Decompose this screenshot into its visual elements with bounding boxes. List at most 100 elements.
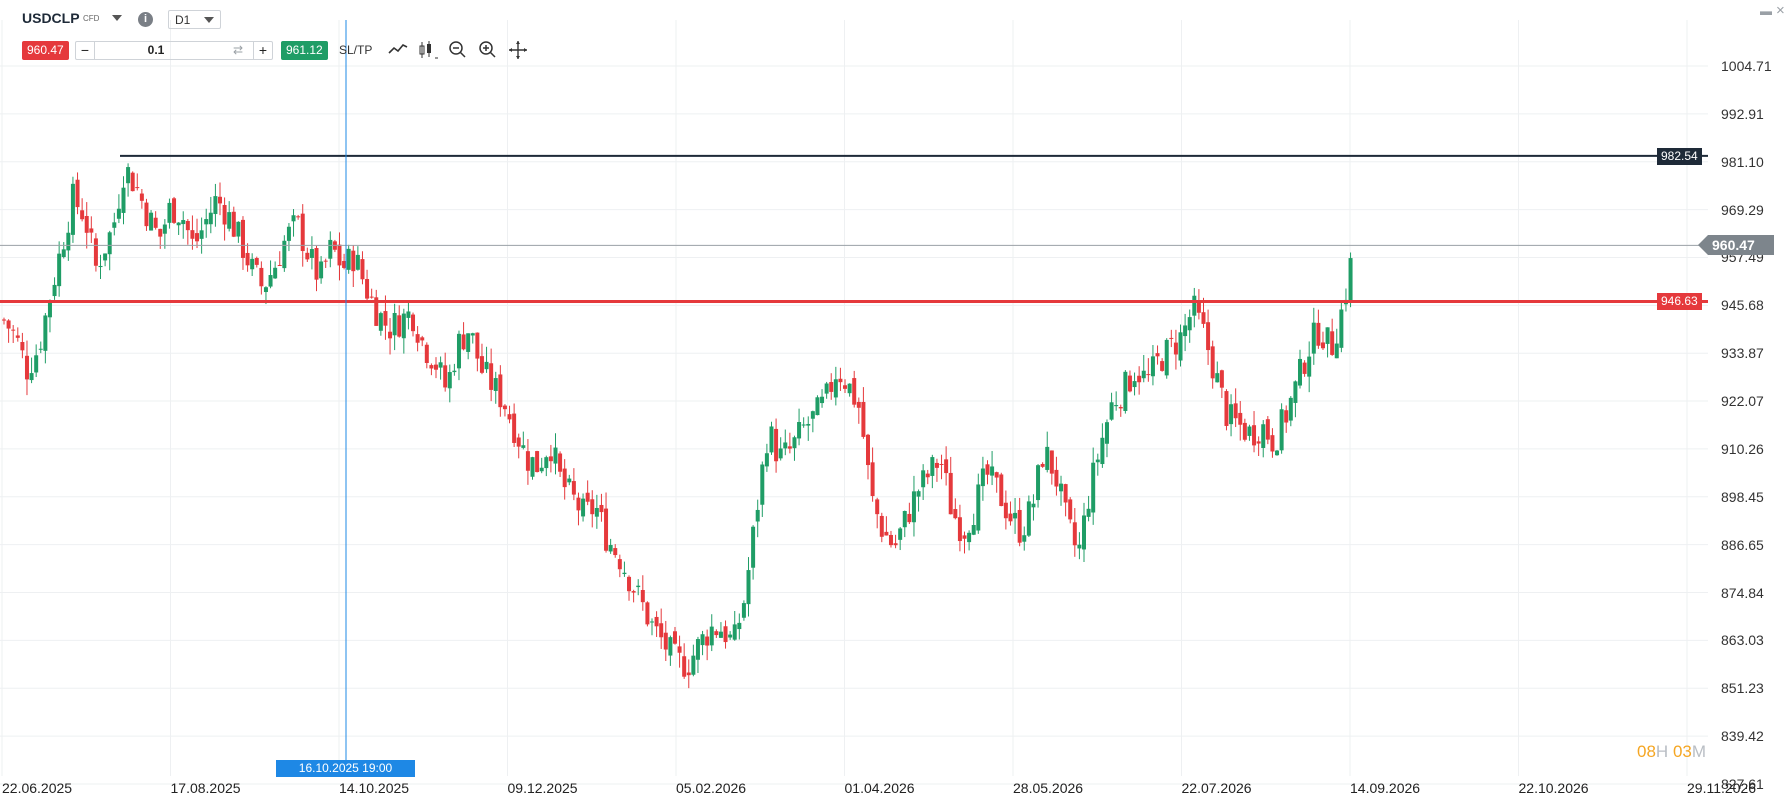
decrease-quantity-button[interactable]: − [76,42,95,59]
price-axis-label: 898.45 [1721,488,1764,505]
sltp-button[interactable]: SL/TP [339,43,373,57]
candle-bearish [365,279,370,299]
timer-hours: 08 [1637,742,1656,761]
candle-bullish [1095,459,1100,463]
crosshair-move-icon[interactable] [506,38,530,62]
candle-bullish [544,457,549,469]
close-icon[interactable]: × [1776,2,1785,19]
candle-bearish [383,311,388,326]
candle-bullish [57,253,62,287]
candle-bullish [176,222,181,226]
candle-bullish [930,457,935,476]
candle-bearish [240,219,245,258]
candle-bullish [1187,317,1192,331]
candle-bullish [1275,450,1280,456]
candle-bullish [107,232,112,255]
candle-bullish [732,624,737,640]
zoom-out-icon[interactable] [446,38,470,62]
candle-bullish [70,183,75,235]
minimize-icon[interactable]: ▬ [1760,4,1772,18]
candle-bearish [645,602,650,625]
candle-bearish [1127,375,1132,392]
candle-bearish [337,244,342,266]
candle-bullish [208,212,213,225]
candle-bearish [944,459,949,474]
candle-bearish [604,508,609,551]
candle-bullish [1293,381,1298,403]
symbol-name[interactable]: USDCLP [22,10,80,26]
price-axis-label: 886.65 [1721,536,1764,553]
candle-bullish [916,491,921,497]
candle-bearish [663,632,668,650]
price-axis-label: 839.42 [1721,728,1764,745]
time-axis-label: 22.10.2026 [1518,780,1589,796]
candle-bearish [1173,342,1178,355]
candle-bearish [1118,406,1123,409]
timeframe-select[interactable]: D1 [168,10,221,29]
candle-bearish [838,378,843,383]
line-chart-icon[interactable] [386,38,410,62]
symbol-dropdown-caret-icon[interactable] [112,15,122,21]
candle-bullish [1348,258,1353,303]
candle-bullish [273,267,278,279]
candle-bearish [953,509,958,519]
candle-bearish [135,187,140,189]
candle-bearish [870,462,875,497]
candle-bearish [305,252,310,260]
candle-bearish [617,559,622,570]
candle-bearish [714,631,719,636]
candle-bullish [1031,503,1036,508]
price-axis-label: 945.68 [1721,297,1764,314]
zoom-in-icon[interactable] [476,38,500,62]
candle-bullish [1086,508,1091,517]
candle-bullish [236,221,241,237]
candle-bullish [282,240,287,269]
candle-bearish [985,464,990,475]
candle-bearish [1054,469,1059,487]
candle-bullish [1279,409,1284,451]
sell-price-button[interactable]: 960.47 [22,41,69,60]
candle-bullish [466,333,471,352]
candle-bearish [1330,331,1335,355]
increase-quantity-button[interactable]: + [253,42,272,59]
candle-bullish [493,378,498,391]
candle-bullish [181,220,186,225]
candle-bullish [406,311,411,318]
candle-bearish [20,341,25,351]
info-icon[interactable]: i [138,12,153,27]
candle-bearish [1040,463,1045,467]
quantity-input[interactable]: 0.1 [147,43,165,57]
candlestick-series [2,163,1353,689]
buy-price-button[interactable]: 961.12 [281,41,328,60]
candle-bullish [980,468,985,487]
candle-bearish [93,238,98,266]
candlestick-icon[interactable] [416,38,440,62]
candle-bearish [1137,375,1142,383]
candle-bearish [888,534,893,546]
candle-bearish [89,228,94,233]
candle-bearish [277,265,282,267]
candle-bearish [516,437,521,447]
time-axis-label: 14.10.2025 [339,780,410,796]
candle-bullish [112,222,117,228]
candle-bearish [424,344,429,363]
swap-icon[interactable]: ⇄ [232,43,244,57]
time-axis-label: 22.06.2025 [2,780,73,796]
candle-bullish [346,248,351,270]
crosshair-time-tag: 16.10.2025 19:00 [276,760,415,777]
candle-bullish [976,484,981,531]
candle-bullish [1261,424,1266,448]
candle-bearish [884,531,889,536]
quantity-stepper[interactable]: − 0.1 ⇄ + [75,41,273,60]
candle-bullish [43,315,48,351]
candle-bearish [479,356,484,373]
candle-bullish [149,212,154,231]
price-axis-label: 981.10 [1721,153,1764,170]
candle-bearish [342,260,347,268]
candle-bullish [438,362,443,368]
candle-bullish [718,631,723,638]
candle-bullish [355,254,360,270]
candle-bullish [34,355,39,373]
candle-bullish [553,447,558,464]
